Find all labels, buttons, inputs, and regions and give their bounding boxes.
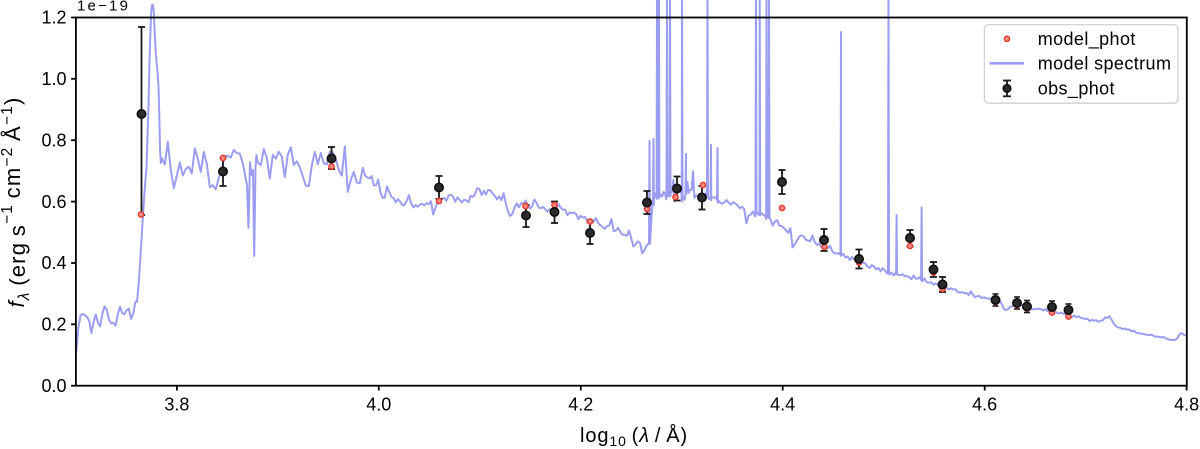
svg-text:0.4: 0.4 [41, 253, 66, 273]
svg-text:3.8: 3.8 [164, 395, 189, 415]
svg-text:0.8: 0.8 [41, 130, 66, 150]
svg-text:4.4: 4.4 [770, 395, 795, 415]
svg-text:0.6: 0.6 [41, 192, 66, 212]
svg-text:0.0: 0.0 [41, 376, 66, 396]
svg-text:4.6: 4.6 [972, 395, 997, 415]
svg-text:log10 (λ / Å): log10 (λ / Å) [580, 424, 688, 449]
svg-text:1.2: 1.2 [41, 8, 66, 28]
svg-text:4.2: 4.2 [568, 395, 593, 415]
svg-text:0.2: 0.2 [41, 315, 66, 335]
svg-text:model_phot: model_phot [1038, 29, 1136, 50]
svg-text:model spectrum: model spectrum [1038, 54, 1172, 74]
svg-text:4.8: 4.8 [1174, 395, 1199, 415]
svg-text:1.0: 1.0 [41, 69, 66, 89]
svg-text:obs_phot: obs_phot [1038, 79, 1115, 100]
svg-text:1e−19: 1e−19 [77, 0, 130, 15]
svg-text:fλ (erg s−1 cm−2 Å−1): fλ (erg s−1 cm−2 Å−1) [0, 96, 33, 307]
svg-text:4.0: 4.0 [366, 395, 391, 415]
